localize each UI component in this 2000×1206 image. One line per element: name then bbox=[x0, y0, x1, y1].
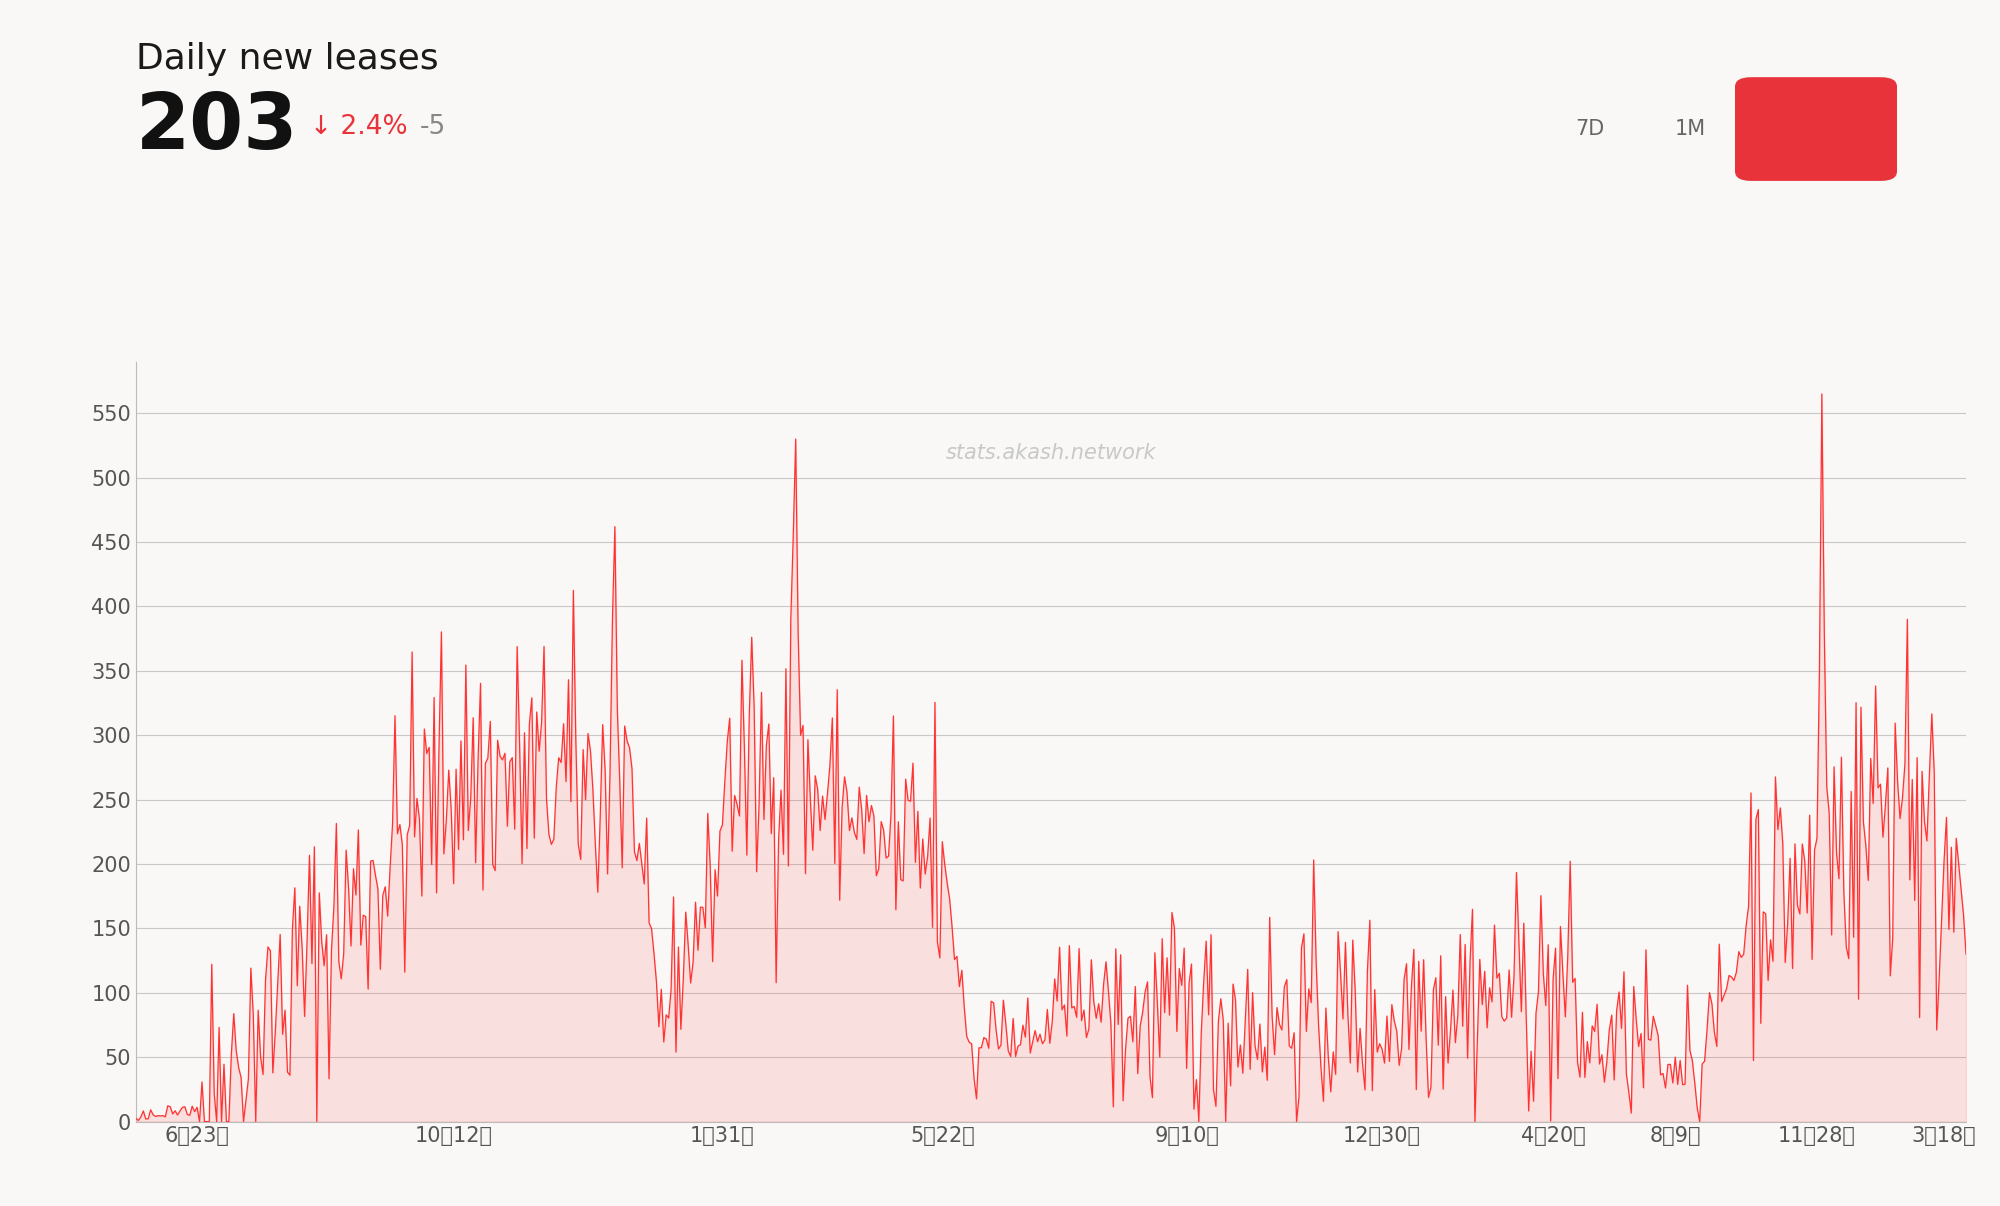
Text: ALL: ALL bbox=[1794, 119, 1838, 139]
Text: 203: 203 bbox=[136, 88, 298, 165]
Text: 7D: 7D bbox=[1576, 119, 1604, 139]
Text: -5: -5 bbox=[420, 113, 446, 140]
Text: ↓ 2.4%: ↓ 2.4% bbox=[310, 113, 408, 140]
Text: 1M: 1M bbox=[1674, 119, 1706, 139]
Text: stats.akash.network: stats.akash.network bbox=[946, 443, 1156, 463]
Text: Daily new leases: Daily new leases bbox=[136, 42, 438, 76]
